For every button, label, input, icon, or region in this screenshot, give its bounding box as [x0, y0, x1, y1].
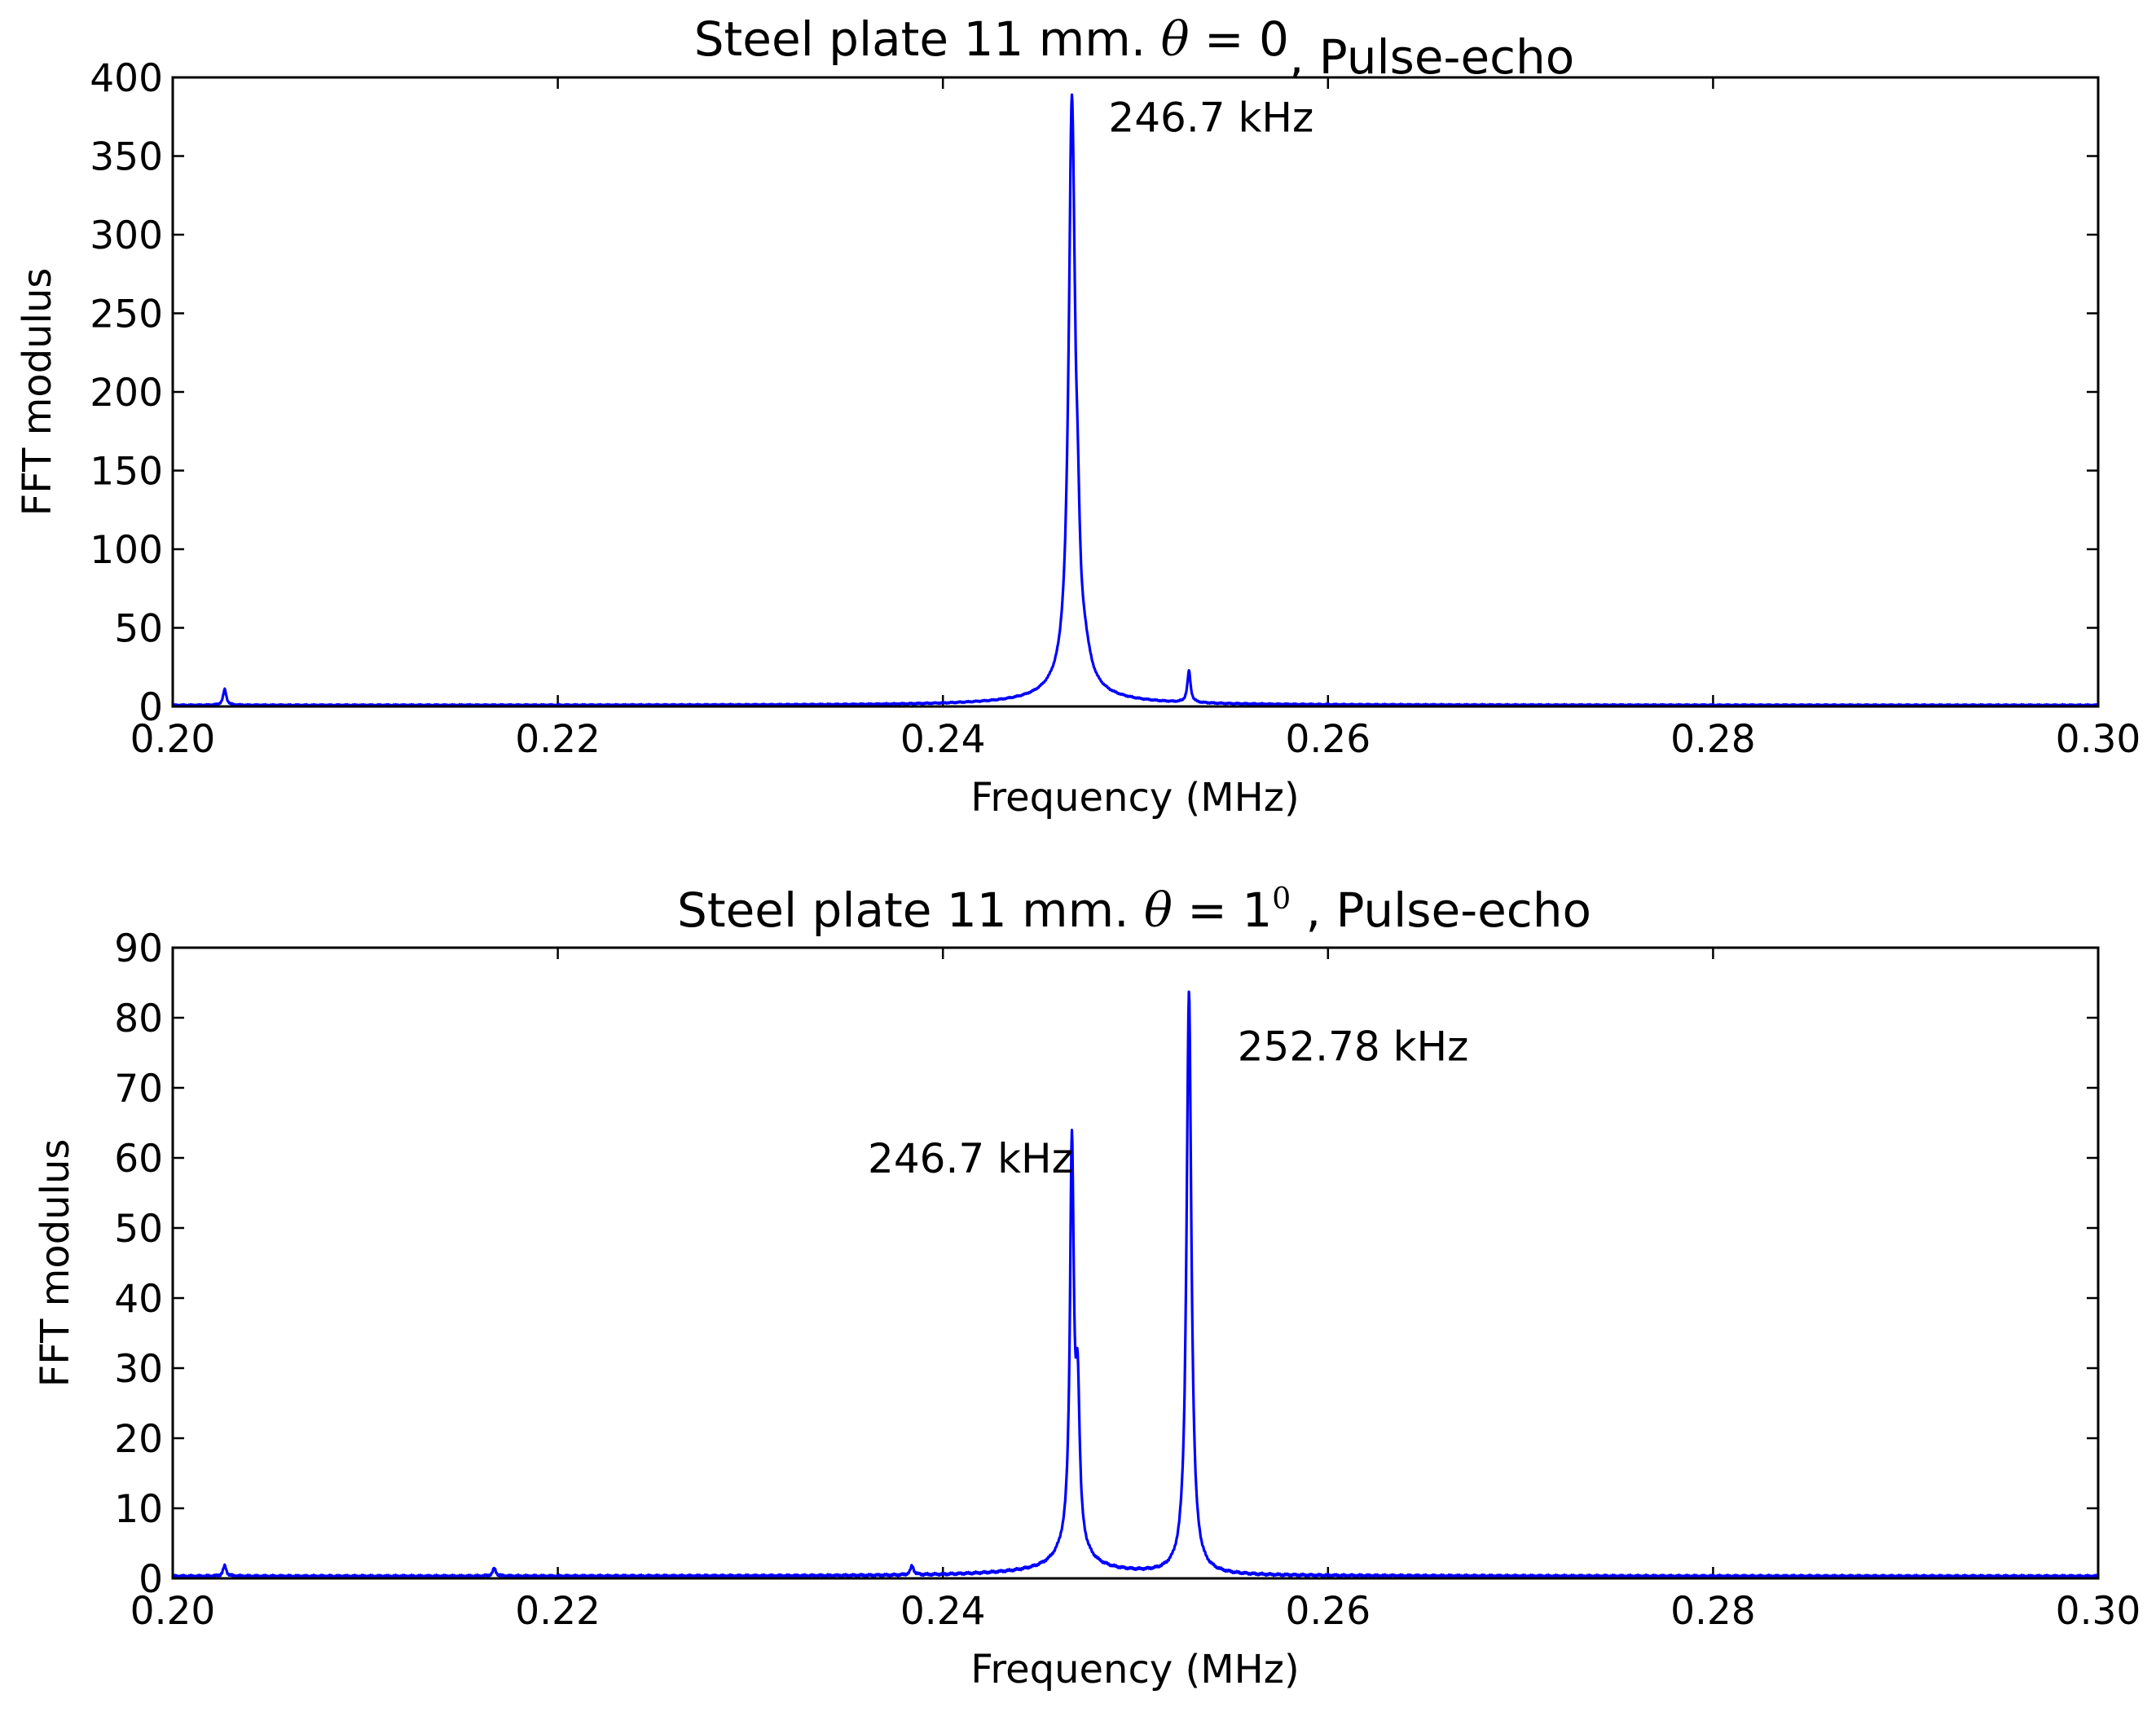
- x-tick-label: 0.20: [130, 717, 216, 762]
- axes-bottom: 0.20 0.22 0.24 0.26 0.28 0.30 0 10 20 30 40 50 60 70 8…: [114, 926, 2141, 1634]
- y-tick-label: 100: [90, 528, 163, 573]
- y-tick-label: 10: [114, 1487, 163, 1532]
- annotations-top: 246.7 kHz: [1108, 94, 1313, 141]
- x-axis-label-bottom: Frequency (MHz): [970, 1647, 1299, 1692]
- x-tick-label: 0.30: [2056, 717, 2141, 762]
- y-tick-label: 50: [114, 1207, 163, 1252]
- x-tick-label: 0.24: [900, 1589, 986, 1634]
- plot-frame-top: [171, 76, 2100, 708]
- y-tick-label: 50: [114, 607, 163, 652]
- spectrum-line: [171, 990, 2100, 1579]
- y-tick-label: 90: [114, 926, 163, 971]
- y-tick-label: 0: [139, 685, 163, 730]
- y-axis-label-top: FFT modulus: [15, 268, 60, 517]
- series-bottom: [171, 990, 2100, 1579]
- chart-title-bottom: Steel plate 11 mm. θ = 10 , Pulse-echo: [677, 882, 1591, 938]
- y-tick-label: 200: [90, 371, 163, 416]
- x-tick-label: 0.28: [1670, 1589, 1756, 1634]
- spectrum-line: [171, 93, 2099, 707]
- plot-frame-bottom: [171, 946, 2100, 1580]
- x-tick-label: 0.30: [2056, 1589, 2141, 1634]
- x-tick-label: 0.26: [1285, 1589, 1371, 1634]
- x-tick-label: 0.28: [1670, 717, 1756, 762]
- x-axis-label-top: Frequency (MHz): [970, 775, 1299, 821]
- panel-bottom: Steel plate 11 mm. θ = 10 , Pulse-echo 0…: [33, 882, 2141, 1692]
- series-top: [171, 93, 2099, 707]
- y-tick-label: 0: [139, 1557, 163, 1602]
- y-tick-label: 300: [90, 213, 163, 258]
- peak-annotation: 246.7 kHz: [1108, 94, 1313, 141]
- y-tick-label: 70: [114, 1067, 163, 1111]
- x-tick-label: 0.26: [1285, 717, 1371, 762]
- chart-title-top: Steel plate 11 mm. θ = 0, Pulse-echo: [694, 11, 1575, 85]
- y-tick-label: 350: [90, 135, 163, 180]
- x-tick-label: 0.22: [515, 717, 601, 762]
- peak-annotation: 246.7 kHz: [868, 1135, 1073, 1182]
- y-tick-label: 60: [114, 1137, 163, 1182]
- axes-top: 0.20 0.22 0.24 0.26 0.28 0.30 0 50 100 150 200 250 3…: [90, 56, 2141, 762]
- x-tick-label: 0.22: [515, 1589, 601, 1634]
- peak-annotation: 252.78 kHz: [1238, 1023, 1469, 1070]
- x-tick-label: 0.24: [900, 717, 986, 762]
- panel-top: Steel plate 11 mm. θ = 0, Pulse-echo 0.2…: [15, 11, 2141, 821]
- y-tick-label: 30: [114, 1347, 163, 1392]
- y-axis-label-bottom: FFT modulus: [33, 1139, 78, 1388]
- y-tick-label: 400: [90, 56, 163, 101]
- annotations-bottom: 246.7 kHz 252.78 kHz: [868, 1023, 1468, 1182]
- y-tick-label: 40: [114, 1277, 163, 1322]
- y-tick-label: 80: [114, 997, 163, 1041]
- y-tick-label: 150: [90, 450, 163, 495]
- y-tick-label: 20: [114, 1417, 163, 1462]
- y-tick-label: 250: [90, 293, 163, 337]
- x-tick-label: 0.20: [130, 1589, 216, 1634]
